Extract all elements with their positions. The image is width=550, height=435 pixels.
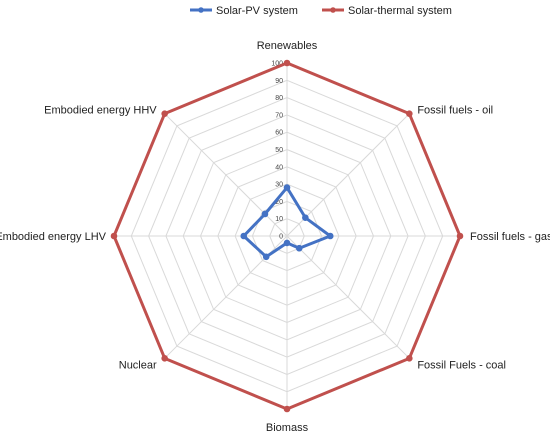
series-point bbox=[406, 110, 413, 117]
category-label: Embodied energy LHV bbox=[0, 231, 107, 243]
series-point bbox=[161, 355, 168, 362]
category-label: Biomass bbox=[266, 422, 309, 434]
series-point bbox=[456, 232, 464, 240]
tick-label: 80 bbox=[275, 95, 283, 102]
series-point bbox=[283, 405, 291, 413]
series-layer bbox=[110, 59, 464, 413]
series-point bbox=[240, 232, 248, 240]
category-labels: Renewables Fossil fuels - oil Fossil fuels… bbox=[0, 40, 550, 434]
legend-marker bbox=[330, 7, 336, 13]
category-label: Renewables bbox=[257, 40, 318, 52]
grid-spoke bbox=[286, 235, 410, 359]
legend-label: Solar-thermal system bbox=[348, 5, 452, 17]
series-point bbox=[161, 110, 168, 117]
series-point bbox=[283, 239, 291, 247]
series-point bbox=[283, 184, 291, 191]
category-label: Fossil Fuels - coal bbox=[417, 359, 506, 371]
category-label: Embodied energy HHV bbox=[44, 105, 157, 117]
series-point bbox=[262, 253, 270, 261]
category-label: Fossil fuels - oil bbox=[417, 105, 493, 117]
tick-label: 50 bbox=[275, 147, 283, 154]
category-label: Nuclear bbox=[119, 359, 157, 371]
legend-label: Solar-PV system bbox=[216, 5, 298, 17]
tick-label: 70 bbox=[275, 112, 283, 119]
series-point bbox=[302, 214, 309, 221]
series-point bbox=[261, 210, 269, 218]
tick-label: 60 bbox=[275, 130, 283, 137]
tick-label: 30 bbox=[275, 182, 283, 189]
series-point bbox=[283, 59, 291, 67]
series-point bbox=[406, 355, 413, 362]
series-point bbox=[295, 244, 303, 252]
tick-label: 0 bbox=[279, 234, 283, 241]
radial-tick-labels: 0 10 20 30 40 50 60 70 80 90 100 bbox=[271, 61, 283, 241]
tick-label: 40 bbox=[275, 164, 283, 171]
tick-label: 100 bbox=[271, 61, 283, 68]
legend-marker bbox=[198, 7, 204, 13]
tick-label: 20 bbox=[275, 199, 283, 206]
series-point bbox=[110, 232, 118, 240]
series-point bbox=[326, 232, 334, 240]
tick-label: 90 bbox=[275, 78, 283, 85]
category-label: Fossil fuels - gas bbox=[470, 231, 550, 243]
legend: Solar-PV system Solar-thermal system bbox=[190, 5, 452, 17]
tick-label: 10 bbox=[275, 216, 283, 223]
